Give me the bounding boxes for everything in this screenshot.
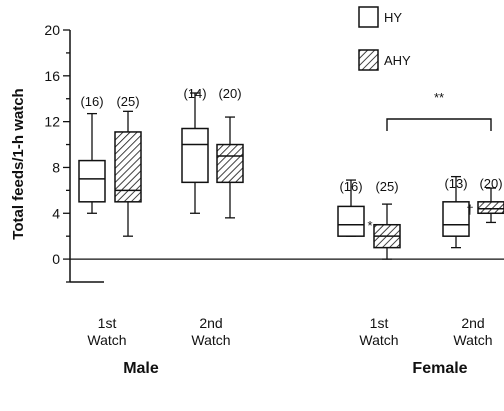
y-tick-label: 16 <box>44 68 60 84</box>
y-tick-label: 20 <box>44 22 60 38</box>
sample-size-label: (16) <box>339 179 362 194</box>
x-category-label: Watch <box>359 332 398 348</box>
sample-size-label: (13) <box>444 176 467 191</box>
sample-size-label: (25) <box>375 179 398 194</box>
legend-swatch-ahy <box>358 49 379 71</box>
y-tick-label: 8 <box>52 159 60 175</box>
y-tick-label: 12 <box>44 114 60 130</box>
legend-label-ahy: AHY <box>384 53 411 68</box>
y-axis-title: Total feeds/1-h watch <box>10 88 27 239</box>
legend-swatch-hy <box>358 6 379 28</box>
legend-label-hy: HY <box>384 10 402 25</box>
significance-asterisk: * <box>367 218 372 233</box>
box-hy <box>442 201 470 237</box>
x-category-label: Watch <box>453 332 492 348</box>
sample-size-label: (14) <box>183 86 206 101</box>
x-category-label: 1st <box>98 315 117 331</box>
significance-dagger: † <box>466 202 473 217</box>
group-label: Male <box>123 360 159 377</box>
x-category-label: 2nd <box>461 315 484 331</box>
x-category-label: 1st <box>370 315 389 331</box>
sample-size-label: (20) <box>479 176 502 191</box>
sample-size-label: (16) <box>80 94 103 109</box>
box-hy <box>78 159 106 203</box>
box-ahy <box>114 131 142 203</box>
y-tick-label: 0 <box>52 251 60 267</box>
box-hy <box>337 205 365 237</box>
sample-size-label: (25) <box>116 94 139 109</box>
x-category-label: 2nd <box>199 315 222 331</box>
significance-double-asterisk: ** <box>434 90 444 105</box>
x-category-label: Watch <box>191 332 230 348</box>
box-ahy <box>216 143 244 184</box>
box-ahy <box>477 201 504 215</box>
y-tick-label: 4 <box>52 205 60 221</box>
box-hy <box>181 127 209 184</box>
group-label: Female <box>412 360 467 377</box>
x-category-label: Watch <box>87 332 126 348</box>
sample-size-label: (20) <box>218 86 241 101</box>
significance-bracket <box>386 118 492 131</box>
